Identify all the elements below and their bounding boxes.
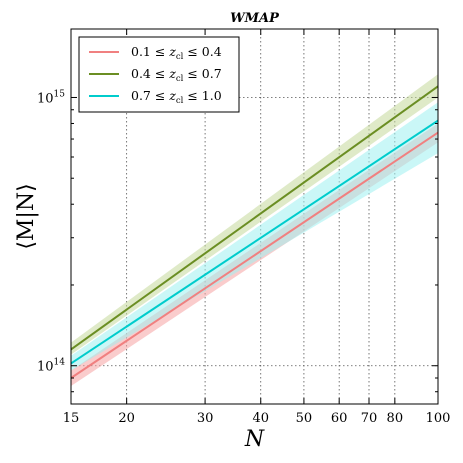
legend-label-part: z	[168, 66, 176, 81]
legend-label-part: 0.1 ≤	[131, 44, 169, 59]
legend-label-part: ≤ 1.0	[183, 88, 221, 103]
legend-label-part: 0.4 ≤	[131, 66, 169, 81]
series-line-2	[70, 85, 439, 351]
legend-label-part: 0.7 ≤	[131, 88, 169, 103]
series-band-3	[71, 102, 438, 371]
x-tick-labels: 15 20 30 40 50 60 70 80 100	[63, 411, 451, 426]
legend-label-part: cl	[176, 74, 184, 84]
confidence-bands	[71, 74, 438, 387]
y-tick-label-base: 10	[37, 360, 54, 375]
legend-label-2: 0.4 ≤ zcl ≤ 0.7	[131, 66, 222, 84]
series-band-2	[71, 74, 438, 355]
legend-label-1: 0.1 ≤ zcl ≤ 0.4	[131, 44, 222, 62]
x-tick-label: 20	[118, 411, 135, 426]
x-tick-label: 50	[296, 411, 313, 426]
axis-ticks	[70, 29, 439, 404]
x-tick-label: 40	[252, 411, 269, 426]
plot-frame	[70, 28, 439, 405]
x-tick-label: 70	[361, 411, 378, 426]
legend-label-part: ≤ 0.7	[183, 66, 221, 81]
legend-label-part: z	[168, 44, 176, 59]
y-tick-label-exponent: 14	[54, 358, 66, 368]
x-tick-label: 60	[331, 411, 348, 426]
legend-label-3: 0.7 ≤ zcl ≤ 1.0	[131, 88, 222, 106]
y-tick-label: 1014	[37, 358, 65, 375]
series-lines	[70, 85, 439, 379]
legend-label-part: z	[168, 88, 176, 103]
x-axis-label: N	[244, 427, 265, 452]
y-axis-label: ⟨M|N⟩	[14, 183, 39, 249]
y-tick-label-base: 10	[37, 91, 54, 106]
chart-title: WMAP	[230, 11, 280, 26]
legend-label-part: cl	[176, 96, 184, 106]
legend-label-part: ≤ 0.4	[183, 44, 221, 59]
x-tick-label: 15	[63, 411, 80, 426]
x-tick-label: 30	[197, 411, 214, 426]
y-tick-label: 1015	[37, 89, 65, 106]
legend: 0.1 ≤ zcl ≤ 0.40.4 ≤ zcl ≤ 0.70.7 ≤ zcl …	[78, 36, 240, 113]
y-tick-label-exponent: 15	[54, 89, 66, 99]
x-tick-label: 100	[426, 411, 451, 426]
legend-label-part: cl	[176, 52, 184, 62]
series-line-1	[70, 131, 439, 379]
series-line-3	[70, 119, 439, 365]
x-tick-label: 80	[387, 411, 404, 426]
